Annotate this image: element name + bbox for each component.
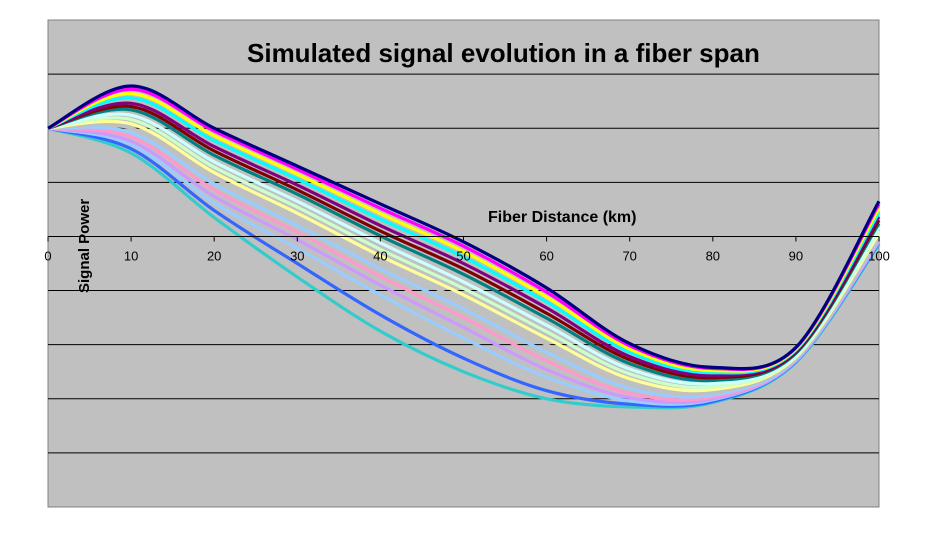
x-tick-label: 50 <box>456 248 470 263</box>
x-tick-label: 80 <box>706 248 720 263</box>
y-axis-label: Signal Power <box>76 199 93 293</box>
x-tick-label: 90 <box>789 248 803 263</box>
x-tick-label: 40 <box>373 248 387 263</box>
x-tick-label: 30 <box>290 248 304 263</box>
series-lines <box>47 84 881 410</box>
x-tick-label: 10 <box>124 248 138 263</box>
x-tick-label: 20 <box>207 248 221 263</box>
chart-title: Simulated signal evolution in a fiber sp… <box>247 38 760 68</box>
x-tick-label: 70 <box>622 248 636 263</box>
x-tick-label: 100 <box>868 248 890 263</box>
x-axis: 0 10 20 30 40 50 60 70 80 90 100 <box>44 235 890 263</box>
x-tick-label: 0 <box>44 248 51 263</box>
x-axis-label: Fiber Distance (km) <box>488 209 636 226</box>
series-line <box>47 84 881 371</box>
x-tick-label: 60 <box>539 248 553 263</box>
series-line <box>47 112 881 386</box>
